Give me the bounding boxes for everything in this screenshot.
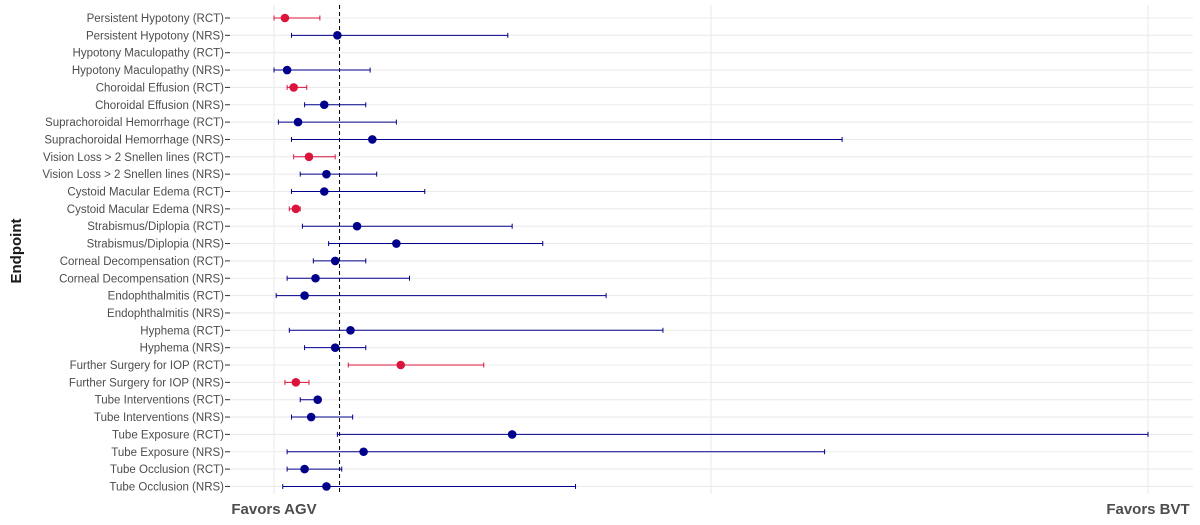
- estimate-row: [312, 256, 367, 266]
- y-tick-label: Tube Occlusion (NRS): [109, 481, 224, 493]
- estimate-row: [304, 343, 367, 352]
- estimate-row: [304, 100, 367, 110]
- y-tick-label: Vision Loss > 2 Snellen lines (NRS): [42, 169, 224, 181]
- y-tick-label: Strabismus/Diplopia (RCT): [87, 221, 224, 233]
- estimate-row: [286, 447, 826, 457]
- estimate-row: [290, 187, 426, 196]
- y-tick-label: Cystoid Macular Edema (NRS): [67, 204, 224, 216]
- y-tick-label: Endophthalmitis (RCT): [108, 291, 224, 303]
- point-estimate: [396, 360, 406, 370]
- y-tick-label: Suprachoroidal Hemorrhage (RCT): [45, 117, 224, 129]
- y-tick-label: Persistent Hypotony (NRS): [86, 30, 224, 42]
- point-estimate: [280, 13, 290, 23]
- estimate-row: [290, 412, 354, 422]
- estimate-row: [293, 152, 336, 162]
- point-estimate: [291, 204, 301, 214]
- chart-marks: [273, 13, 1149, 491]
- estimate-row: [273, 65, 371, 75]
- y-tick-label: Corneal Decompensation (RCT): [60, 256, 224, 268]
- estimate-row: [290, 135, 843, 144]
- point-estimate: [322, 482, 331, 491]
- estimate-row: [284, 378, 310, 387]
- x-tick-label-left: Favors AGV: [231, 501, 316, 518]
- y-tick-label: Corneal Decompensation (NRS): [59, 273, 224, 285]
- point-estimate: [330, 256, 340, 266]
- point-estimate: [319, 187, 329, 196]
- point-estimate: [282, 65, 292, 75]
- point-estimate: [313, 395, 323, 405]
- grid-lines: [230, 5, 1193, 494]
- y-tick-label: Cystoid Macular Edema (RCT): [67, 187, 224, 199]
- y-tick-label: Tube Interventions (RCT): [95, 395, 224, 407]
- y-tick-label: Hypotony Maculopathy (NRS): [72, 65, 224, 77]
- estimate-row: [301, 221, 513, 231]
- estimate-row: [282, 482, 577, 491]
- y-tick-label: Tube Exposure (RCT): [112, 429, 224, 441]
- y-tick-label: Hyphema (RCT): [140, 325, 224, 337]
- estimate-row: [299, 395, 323, 405]
- y-axis-label: Endpoint: [8, 219, 25, 284]
- estimate-row: [286, 273, 410, 283]
- y-tick-label: Strabismus/Diplopia (NRS): [87, 239, 225, 251]
- point-estimate: [346, 326, 355, 335]
- estimate-row: [288, 204, 301, 214]
- estimate-row: [288, 326, 664, 335]
- y-tick-label: Choroidal Effusion (RCT): [96, 82, 224, 94]
- y-tick-label: Hyphema (NRS): [140, 343, 225, 355]
- point-estimate: [368, 135, 377, 144]
- estimate-row: [277, 117, 397, 127]
- point-estimate: [352, 221, 362, 231]
- y-tick-label: Vision Loss > 2 Snellen lines (RCT): [43, 152, 224, 164]
- point-estimate: [359, 447, 368, 457]
- estimate-row: [286, 464, 343, 474]
- point-estimate: [319, 100, 329, 110]
- estimate-row: [273, 13, 321, 23]
- y-tick-label: Tube Interventions (NRS): [94, 412, 224, 424]
- y-tick-label: Further Surgery for IOP (RCT): [70, 360, 225, 372]
- estimate-row: [286, 83, 308, 92]
- y-tick-label: Further Surgery for IOP (NRS): [69, 377, 224, 389]
- point-estimate: [289, 83, 298, 92]
- point-estimate: [392, 239, 401, 248]
- point-estimate: [304, 152, 314, 162]
- point-estimate: [300, 291, 309, 300]
- point-estimate: [333, 31, 342, 40]
- estimate-row: [275, 291, 607, 300]
- y-tick-labels: Persistent Hypotony (RCT) Persistent Hypo…: [42, 13, 230, 493]
- point-estimate: [291, 378, 301, 387]
- y-tick-label: Tube Exposure (NRS): [111, 447, 224, 459]
- estimate-row: [299, 169, 378, 179]
- point-estimate: [300, 464, 309, 474]
- x-tick-label-right: Favors BVT: [1106, 501, 1189, 518]
- point-estimate: [330, 343, 340, 352]
- point-estimate: [311, 273, 320, 283]
- estimate-row: [347, 360, 485, 370]
- point-estimate: [322, 169, 331, 179]
- y-tick-label: Tube Occlusion (RCT): [110, 464, 224, 476]
- point-estimate: [293, 117, 303, 127]
- y-tick-label: Persistent Hypotony (RCT): [87, 13, 225, 25]
- estimate-row: [290, 31, 509, 40]
- estimate-row: [328, 239, 544, 248]
- point-estimate: [507, 430, 517, 439]
- y-tick-label: Suprachoroidal Hemorrhage (NRS): [44, 134, 224, 146]
- y-tick-label: Endophthalmitis (NRS): [107, 308, 224, 320]
- estimate-row: [336, 430, 1149, 439]
- point-estimate: [306, 412, 316, 422]
- y-tick-label: Choroidal Effusion (NRS): [95, 100, 224, 112]
- y-tick-label: Hypotony Maculopathy (RCT): [73, 48, 225, 60]
